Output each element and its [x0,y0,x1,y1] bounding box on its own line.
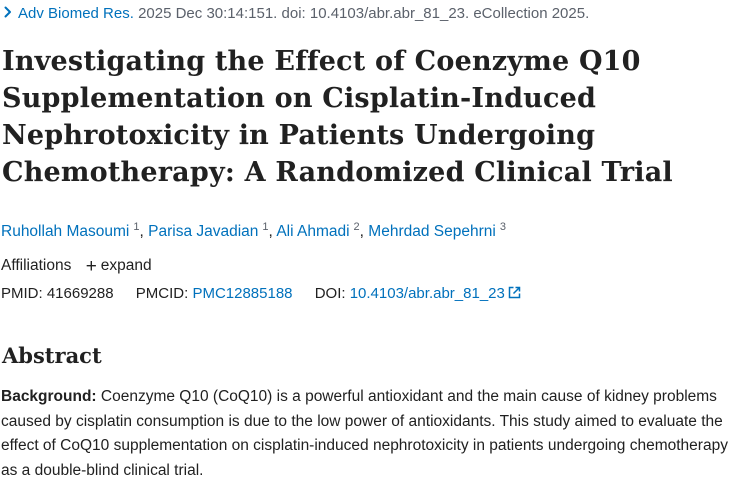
author-link[interactable]: Ali Ahmadi [276,223,350,240]
chevron-right-icon[interactable] [1,5,15,19]
affiliations-label: Affiliations [1,257,72,274]
pmcid-link[interactable]: PMC12885188 [192,285,293,302]
citation-line: Adv Biomed Res. 2025 Dec 30:14:151. doi:… [1,4,589,24]
affiliation-number[interactable]: 2 [353,221,360,233]
doi-value: 10.4103/abr.abr_81_23 [349,285,505,302]
journal-link[interactable]: Adv Biomed Res. [18,5,134,22]
plus-icon: + [85,256,97,277]
author-list: Ruhollah Masoumi 1, Parisa Javadian 1, Ali… [1,221,506,240]
author-link[interactable]: Parisa Javadian [148,223,259,240]
pmid-value: 41669288 [46,285,114,302]
citation-details: 2025 Dec 30:14:151. doi: 10.4103/abr.abr… [138,5,590,22]
expand-label: expand [100,257,152,274]
affiliation-number[interactable]: 3 [499,221,506,233]
doi-label: DOI: [314,285,346,302]
author-link[interactable]: Mehrdad Sepehrni [368,223,496,240]
abstract-heading: Abstract [2,343,102,368]
pmid-label: PMID: [1,285,43,302]
external-link-icon [508,286,521,299]
affiliations-row: Affiliations + expand [1,256,152,277]
expand-affiliations-button[interactable]: + expand [85,256,152,277]
identifiers-row: PMID: 41669288 PMCID: PMC12885188 DOI: 1… [1,284,521,304]
author-link[interactable]: Ruhollah Masoumi [1,223,130,240]
background-text: Coenzyme Q10 (CoQ10) is a powerful antio… [1,388,728,479]
background-label: Background: [1,388,97,405]
affiliation-number[interactable]: 1 [133,221,140,233]
doi-link[interactable]: 10.4103/abr.abr_81_23 [350,285,521,302]
abstract-background: Background: Coenzyme Q10 (CoQ10) is a po… [1,385,746,483]
pmcid-label: PMCID: [135,285,189,302]
affiliation-number[interactable]: 1 [262,221,269,233]
article-title: Investigating the Effect of Coenzyme Q10… [2,46,673,188]
